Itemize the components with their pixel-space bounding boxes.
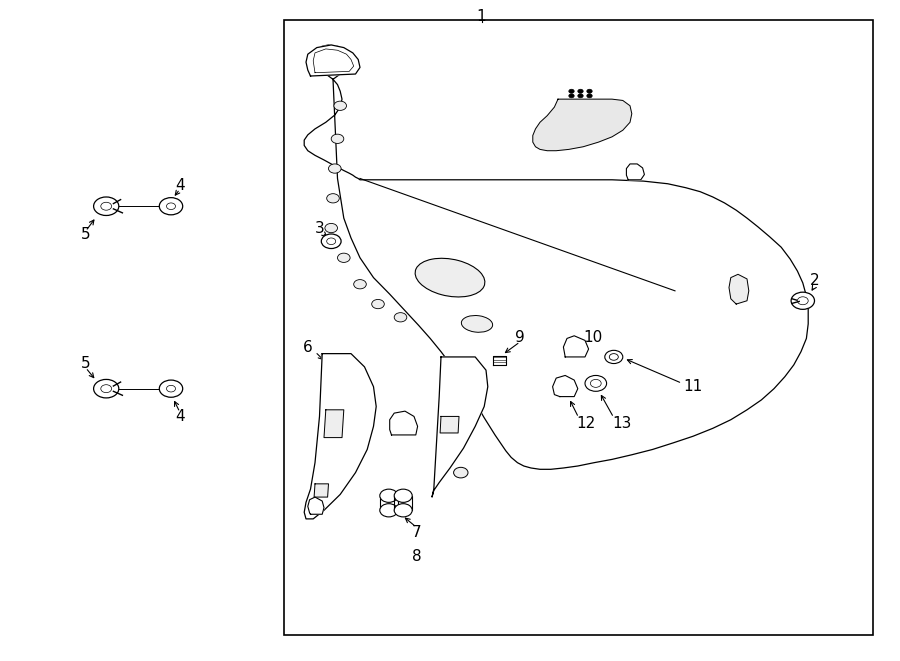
Polygon shape: [440, 416, 459, 433]
Circle shape: [394, 489, 412, 502]
Polygon shape: [390, 411, 418, 435]
Circle shape: [101, 385, 112, 393]
Circle shape: [569, 89, 574, 93]
Circle shape: [797, 297, 808, 305]
Text: 2: 2: [810, 274, 819, 288]
Circle shape: [325, 223, 338, 233]
Polygon shape: [553, 375, 578, 397]
Circle shape: [609, 354, 618, 360]
Circle shape: [791, 292, 814, 309]
Polygon shape: [563, 336, 589, 357]
Circle shape: [94, 379, 119, 398]
Polygon shape: [306, 45, 360, 76]
Text: 10: 10: [583, 330, 602, 344]
Polygon shape: [394, 496, 412, 510]
Circle shape: [334, 101, 346, 110]
Circle shape: [569, 94, 574, 98]
Circle shape: [380, 489, 398, 502]
Circle shape: [590, 379, 601, 387]
Circle shape: [605, 350, 623, 364]
Polygon shape: [432, 357, 488, 497]
Circle shape: [101, 202, 112, 210]
Polygon shape: [304, 354, 376, 519]
Bar: [284, 20, 873, 635]
Circle shape: [321, 234, 341, 249]
Circle shape: [159, 380, 183, 397]
Polygon shape: [314, 484, 328, 497]
Text: 13: 13: [612, 416, 632, 430]
Circle shape: [372, 299, 384, 309]
Circle shape: [354, 280, 366, 289]
Circle shape: [380, 504, 398, 517]
Ellipse shape: [415, 258, 485, 297]
Text: 5: 5: [81, 227, 90, 242]
Polygon shape: [304, 45, 808, 469]
Circle shape: [454, 467, 468, 478]
Text: 8: 8: [412, 549, 421, 564]
Circle shape: [327, 238, 336, 245]
Text: 9: 9: [516, 330, 525, 344]
Circle shape: [394, 504, 412, 517]
Circle shape: [94, 197, 119, 215]
Text: 6: 6: [303, 340, 312, 354]
Circle shape: [338, 253, 350, 262]
Polygon shape: [626, 164, 644, 180]
Circle shape: [587, 94, 592, 98]
Polygon shape: [324, 410, 344, 438]
Circle shape: [327, 194, 339, 203]
Circle shape: [394, 313, 407, 322]
Text: 1: 1: [477, 9, 486, 24]
Polygon shape: [533, 99, 632, 151]
Circle shape: [159, 198, 183, 215]
Circle shape: [166, 385, 176, 392]
Circle shape: [328, 164, 341, 173]
Circle shape: [585, 375, 607, 391]
Polygon shape: [380, 496, 398, 510]
Ellipse shape: [462, 315, 492, 332]
Text: 5: 5: [81, 356, 90, 371]
Polygon shape: [729, 274, 749, 304]
Circle shape: [587, 89, 592, 93]
Circle shape: [578, 94, 583, 98]
Polygon shape: [308, 497, 324, 514]
Polygon shape: [493, 356, 506, 365]
Text: 4: 4: [176, 409, 184, 424]
Circle shape: [331, 134, 344, 143]
Text: 12: 12: [576, 416, 595, 430]
Text: 3: 3: [315, 221, 324, 235]
Circle shape: [578, 89, 583, 93]
Text: 11: 11: [683, 379, 703, 394]
Text: 7: 7: [412, 525, 421, 539]
Circle shape: [166, 203, 176, 210]
Text: 4: 4: [176, 178, 184, 192]
